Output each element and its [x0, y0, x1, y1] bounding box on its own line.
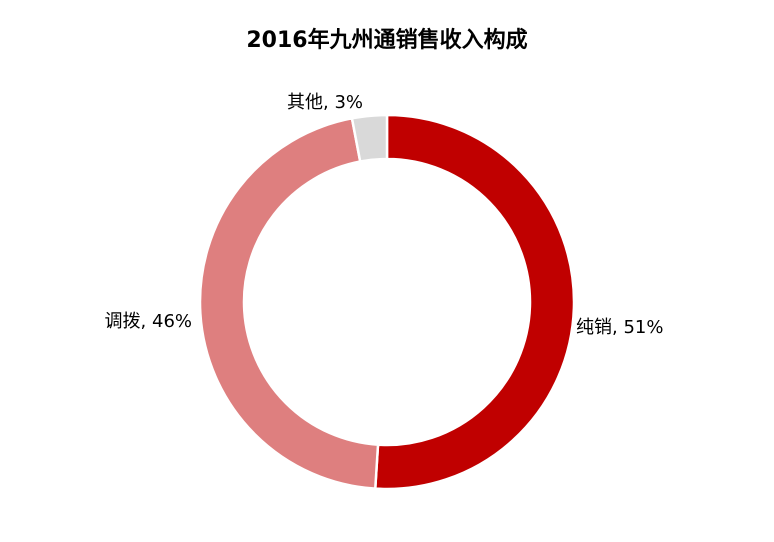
- slice-label-3: 其他, 3%: [287, 92, 363, 113]
- donut-slice-1: [373, 113, 576, 491]
- slice-label-1: 纯销, 51%: [576, 317, 663, 338]
- slice-label-2: 调拨, 46%: [105, 311, 192, 332]
- donut-slices: [198, 113, 576, 491]
- donut-slice-3: [350, 113, 389, 163]
- slice-labels: 纯销, 51% 调拨, 46% 其他, 3%: [105, 92, 664, 338]
- donut-slice-2: [198, 116, 380, 490]
- chart-title: 2016年九州通销售收入构成: [246, 28, 528, 53]
